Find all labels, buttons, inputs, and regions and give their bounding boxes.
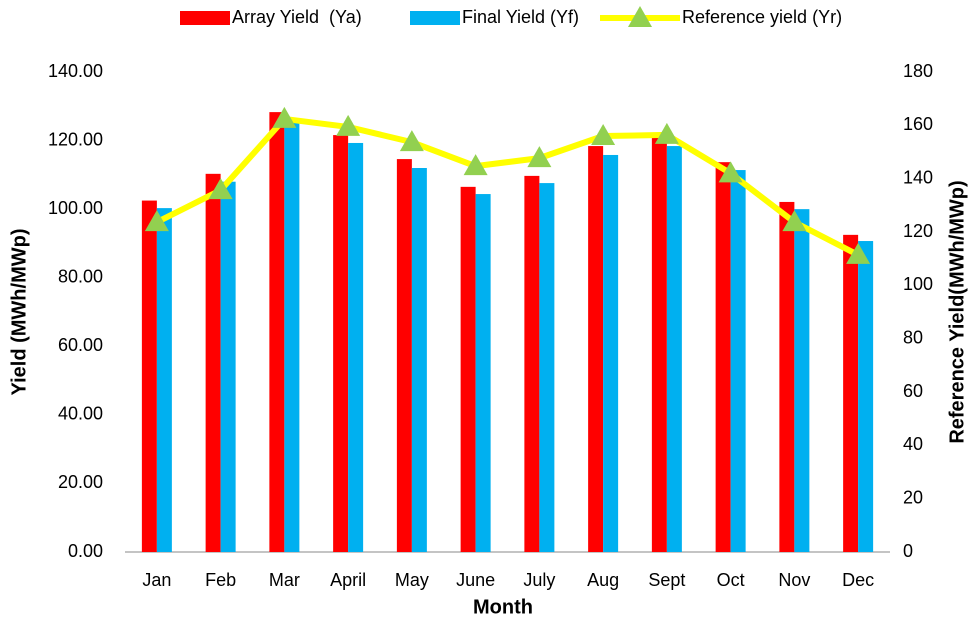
- x-tick-label: April: [330, 570, 366, 590]
- bar: [843, 234, 859, 552]
- x-tick-label: Jan: [142, 570, 171, 590]
- y2-tick-label: 120: [903, 221, 933, 241]
- y2-axis-label: Reference Yield(MWh/MWp): [946, 180, 968, 443]
- y-tick-label: 0.00: [68, 541, 103, 561]
- y2-tick-label: 0: [903, 541, 913, 561]
- bar: [348, 142, 364, 552]
- bar: [284, 120, 300, 552]
- legend-swatch: [180, 11, 230, 25]
- y2-tick-label: 100: [903, 274, 933, 294]
- x-tick-label: Aug: [587, 570, 619, 590]
- bar: [396, 159, 412, 553]
- y2-tick-label: 20: [903, 487, 923, 507]
- legend-label: Array Yield (Ya): [232, 7, 362, 27]
- bar: [730, 170, 746, 553]
- x-tick-label: June: [456, 570, 495, 590]
- marker: [336, 114, 361, 136]
- x-tick-label: Mar: [269, 570, 300, 590]
- marker: [272, 106, 297, 128]
- marker: [144, 210, 169, 232]
- bar: [603, 154, 619, 552]
- y-tick-label: 100.00: [48, 198, 103, 218]
- y-tick-label: 60.00: [58, 335, 103, 355]
- y2-tick-label: 160: [903, 114, 933, 134]
- bar: [651, 137, 667, 552]
- y2-tick-label: 60: [903, 381, 923, 401]
- bar: [156, 208, 172, 552]
- bar: [333, 135, 349, 553]
- marker: [654, 122, 679, 144]
- bar: [715, 162, 731, 552]
- bar: [475, 194, 491, 553]
- marker: [718, 161, 743, 183]
- bar: [220, 181, 236, 552]
- y-tick-label: 140.00: [48, 61, 103, 81]
- line: [155, 115, 860, 258]
- legend-label: Final Yield (Yf): [462, 7, 579, 27]
- marker: [782, 210, 807, 232]
- bar: [411, 168, 427, 552]
- x-tick-label: Sept: [648, 570, 685, 590]
- bar: [794, 209, 810, 552]
- bar: [539, 183, 555, 553]
- y2-tick-label: 40: [903, 434, 923, 454]
- x-tick-label: Nov: [778, 570, 810, 590]
- x-tick-label: May: [395, 570, 429, 590]
- bar: [779, 201, 795, 552]
- x-tick-label: Feb: [205, 570, 236, 590]
- marker: [591, 124, 616, 145]
- bar: [141, 200, 157, 553]
- y2-tick-label: 180: [903, 61, 933, 81]
- legend-swatch: [410, 11, 460, 25]
- legend-label: Reference yield (Yr): [682, 7, 842, 27]
- bar: [858, 241, 874, 552]
- bar: [269, 112, 285, 552]
- x-tick-label: Dec: [842, 570, 874, 590]
- x-axis-label: Month: [473, 596, 533, 618]
- y-tick-label: 120.00: [48, 129, 103, 149]
- bar: [524, 175, 540, 552]
- y2-tick-label: 140: [903, 167, 933, 187]
- y-tick-label: 20.00: [58, 472, 103, 492]
- x-tick-label: July: [523, 570, 555, 590]
- bar: [666, 146, 682, 553]
- y-tick-label: 40.00: [58, 404, 103, 424]
- bar: [588, 146, 604, 553]
- bar: [205, 173, 221, 553]
- legend-marker: [628, 6, 652, 27]
- marker: [208, 178, 233, 200]
- bar: [460, 186, 476, 552]
- y-axis-label: Yield (MWh/MWp): [8, 229, 30, 396]
- x-tick-label: Oct: [717, 570, 745, 590]
- y2-tick-label: 80: [903, 327, 923, 347]
- marker: [463, 154, 488, 176]
- marker: [527, 146, 552, 168]
- marker: [846, 242, 871, 264]
- marker: [399, 130, 424, 152]
- y-tick-label: 80.00: [58, 266, 103, 286]
